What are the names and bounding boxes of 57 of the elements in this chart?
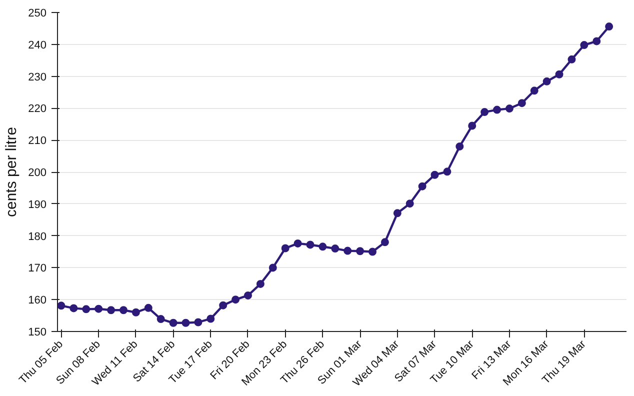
point bbox=[156, 315, 165, 324]
y-tick-label: 250 bbox=[28, 8, 47, 20]
point bbox=[368, 248, 377, 256]
point bbox=[94, 304, 103, 313]
point bbox=[380, 238, 389, 246]
point bbox=[182, 318, 190, 327]
point bbox=[443, 168, 452, 176]
point bbox=[70, 304, 78, 312]
point bbox=[580, 41, 588, 50]
point bbox=[119, 306, 128, 314]
y-tick-label: 240 bbox=[28, 39, 47, 52]
point bbox=[456, 142, 464, 150]
point bbox=[144, 304, 152, 312]
point bbox=[331, 244, 340, 253]
y-tick-label: 190 bbox=[28, 198, 47, 211]
point bbox=[244, 291, 252, 300]
point bbox=[568, 55, 576, 64]
point bbox=[418, 182, 426, 190]
y-tick-label: 210 bbox=[28, 135, 47, 148]
point bbox=[268, 264, 277, 272]
y-axis-title: cents per litre bbox=[3, 126, 20, 218]
point bbox=[605, 22, 614, 31]
point bbox=[505, 104, 514, 113]
point bbox=[530, 86, 538, 95]
point bbox=[592, 37, 601, 46]
y-tick-label: 170 bbox=[28, 262, 47, 275]
point bbox=[344, 246, 352, 255]
y-tick-label: 230 bbox=[28, 71, 47, 84]
point bbox=[542, 77, 551, 86]
point bbox=[256, 280, 264, 288]
point bbox=[169, 318, 178, 327]
point bbox=[194, 318, 202, 326]
y-tick-label: 160 bbox=[28, 294, 47, 307]
point bbox=[518, 99, 526, 108]
point bbox=[493, 106, 502, 114]
point bbox=[281, 244, 290, 252]
point bbox=[132, 308, 140, 316]
point bbox=[58, 302, 66, 310]
point bbox=[480, 108, 489, 116]
y-tick-label: 220 bbox=[28, 103, 47, 116]
y-tick-label: 200 bbox=[28, 167, 47, 179]
y-tick-label: 180 bbox=[28, 230, 47, 243]
point bbox=[393, 209, 402, 218]
point bbox=[406, 200, 414, 208]
point bbox=[468, 122, 476, 130]
point bbox=[430, 170, 439, 179]
point bbox=[294, 239, 302, 248]
y-tick-label: 150 bbox=[28, 326, 47, 338]
point bbox=[206, 314, 215, 323]
point bbox=[232, 296, 240, 304]
point bbox=[555, 70, 564, 78]
point bbox=[82, 305, 90, 314]
point bbox=[318, 242, 327, 251]
point bbox=[107, 306, 116, 314]
point bbox=[219, 301, 228, 310]
point bbox=[356, 247, 364, 256]
point bbox=[306, 240, 314, 249]
